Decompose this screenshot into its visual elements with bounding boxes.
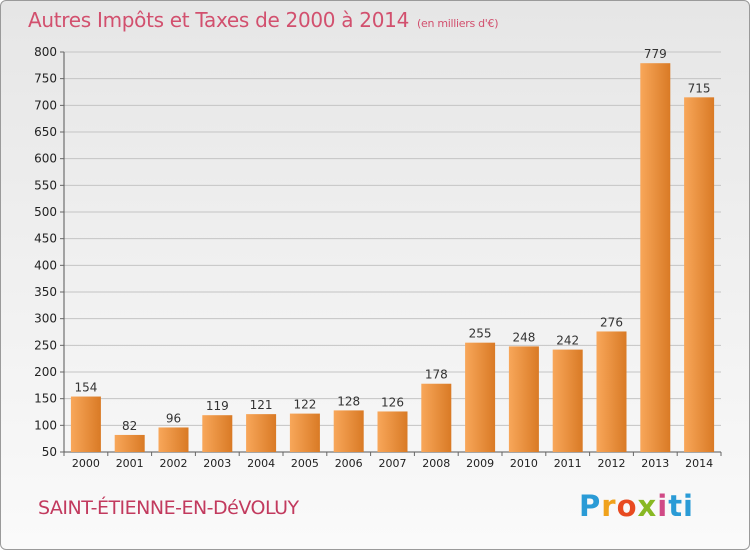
data-label-2006: 128 [337, 394, 360, 408]
y-tick-label: 500 [34, 205, 57, 219]
y-tick-label: 600 [34, 152, 57, 166]
x-tick-label-2013: 2013 [641, 457, 669, 470]
bar-2003 [202, 415, 233, 452]
y-tick-label: 300 [34, 312, 57, 326]
data-label-2004: 121 [250, 398, 273, 412]
y-tick-label: 100 [34, 418, 57, 432]
x-tick-labels: 2000 2001 2002 2003 2004 2005 2006 2007 2008 2009… [63, 452, 722, 470]
commune-name: SAINT-ÉTIENNE-EN-DéVOLUY [38, 497, 299, 519]
x-tick-label-2001: 2001 [116, 457, 144, 470]
x-tick-label-2005: 2005 [291, 457, 319, 470]
y-tick-label: 50 [42, 445, 57, 459]
data-label-2000: 154 [74, 381, 97, 395]
y-tick-label: 200 [34, 365, 57, 379]
y-tick-label: 750 [34, 72, 57, 86]
bar-2011 [552, 349, 583, 452]
bar-2002 [158, 427, 189, 452]
x-tick-label-2007: 2007 [379, 457, 407, 470]
data-label-2014: 715 [688, 81, 711, 95]
data-label-2003: 119 [206, 399, 229, 413]
x-tick-label-2002: 2002 [160, 457, 188, 470]
data-label-2012: 276 [600, 315, 623, 329]
y-tick-label: 250 [34, 338, 57, 352]
bars [70, 63, 715, 452]
data-label-2002: 96 [166, 411, 181, 425]
proxiti-logo: Proxiti [579, 489, 694, 523]
x-tick-label-2009: 2009 [466, 457, 494, 470]
data-labels: 154 82 96 119 121 122 128 126 178 255 248 242 276 779… [74, 47, 710, 433]
bar-2012 [596, 331, 627, 452]
data-label-2001: 82 [122, 419, 137, 433]
data-label-2011: 242 [556, 334, 579, 348]
y-tick-labels: 50 100 150 200 250 300 350 400 450 500 550 600 650 70… [34, 45, 64, 459]
x-tick-label-2012: 2012 [598, 457, 626, 470]
x-tick-label-2003: 2003 [203, 457, 231, 470]
bar-2008 [421, 383, 452, 452]
bar-2014 [684, 97, 715, 452]
data-label-2013: 779 [644, 47, 667, 61]
x-tick-label-2006: 2006 [335, 457, 363, 470]
y-tick-label: 700 [34, 98, 57, 112]
y-tick-label: 350 [34, 285, 57, 299]
data-label-2009: 255 [469, 327, 492, 341]
unit-note: (en milliers d'€) [417, 17, 499, 30]
y-tick-label: 550 [34, 178, 57, 192]
y-tick-label: 650 [34, 125, 57, 139]
x-tick-label-2010: 2010 [510, 457, 538, 470]
data-label-2008: 178 [425, 368, 448, 382]
y-tick-label: 400 [34, 258, 57, 272]
y-tick-label: 800 [34, 45, 57, 59]
x-tick-label-2008: 2008 [422, 457, 450, 470]
data-label-2005: 122 [293, 398, 316, 412]
bar-2005 [289, 413, 320, 452]
chart-title: Autres Impôts et Taxes de 2000 à 2014 (en… [28, 8, 498, 32]
data-label-2010: 248 [512, 330, 535, 344]
title-text: Autres Impôts et Taxes de 2000 à 2014 [28, 8, 409, 32]
bar-2010 [508, 346, 539, 452]
bar-2007 [377, 411, 408, 452]
x-tick-label-2000: 2000 [72, 457, 100, 470]
y-tick-label: 150 [34, 392, 57, 406]
bar-2013 [640, 63, 671, 452]
bar-2009 [465, 342, 496, 452]
x-tick-label-2011: 2011 [554, 457, 582, 470]
bar-2004 [246, 414, 277, 452]
y-tick-label: 450 [34, 232, 57, 246]
x-tick-label-2014: 2014 [685, 457, 713, 470]
bar-2001 [114, 434, 145, 452]
bar-2000 [70, 396, 101, 452]
data-label-2007: 126 [381, 395, 404, 409]
x-tick-label-2004: 2004 [247, 457, 275, 470]
bar-2006 [333, 410, 364, 452]
